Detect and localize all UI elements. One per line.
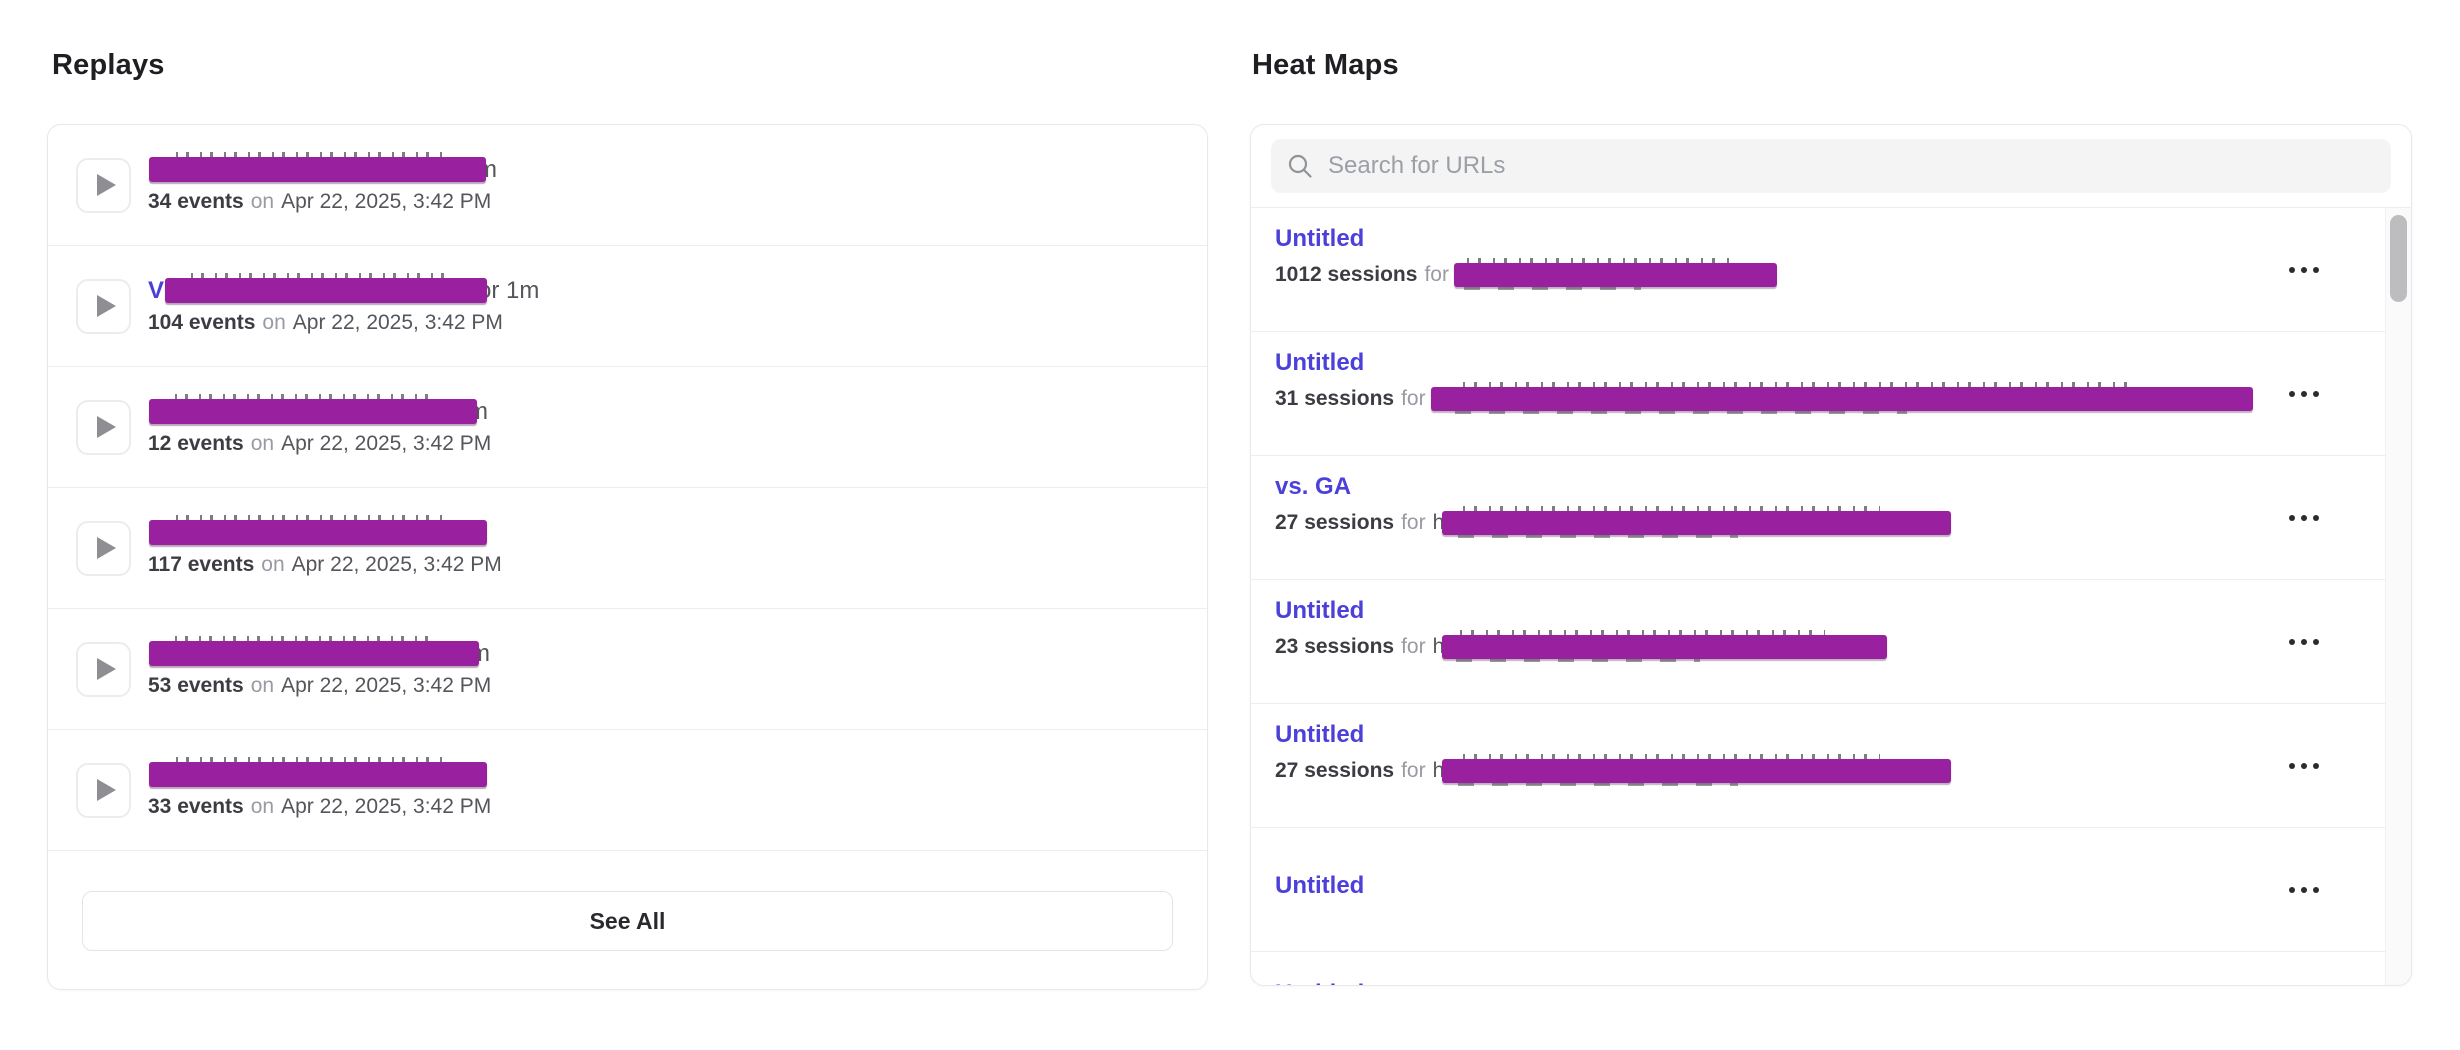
heatmaps-card: Untitled 1012 sessions for Untitled 31 s… (1250, 124, 2412, 986)
replay-events-text: 34 events on Apr 22, 2025, 3:42 PM (148, 190, 492, 213)
replay-events-text: 33 events on Apr 22, 2025, 3:42 PM (148, 795, 492, 818)
heatmap-sessions-text: 27 sessions for h (1275, 506, 2385, 538)
url-redaction-bar (1442, 630, 1888, 662)
replay-date: Apr 22, 2025, 3:42 PM (292, 311, 503, 334)
play-icon (97, 779, 116, 801)
heatmap-sessions-text: 1012 sessions for (1275, 258, 2385, 290)
replay-events-text: 53 events on Apr 22, 2025, 3:42 PM (148, 674, 492, 697)
heatmap-sessions-text: 27 sessions for h (1275, 754, 2385, 786)
replay-date: Apr 22, 2025, 3:42 PM (291, 553, 502, 576)
replay-row: m 53 events on Apr 22, 2025, 3:42 PM (48, 609, 1207, 730)
replay-name-link[interactable]: m (148, 152, 497, 183)
heatmaps-section: Heat Maps Untitled 1012 sessions for (1250, 0, 2412, 986)
url-redaction-bar (1442, 506, 1952, 538)
row-menu-button[interactable] (2279, 257, 2329, 283)
url-redaction-bar (1442, 754, 1952, 786)
row-menu-button[interactable] (2279, 381, 2329, 407)
heatmap-row: Untitled 27 sessions for h (1251, 704, 2385, 828)
play-button[interactable] (76, 399, 131, 455)
replay-name-link[interactable]: m (148, 636, 491, 667)
play-icon (97, 416, 116, 438)
replays-title: Replays (52, 49, 165, 81)
replay-events-text: 104 events on Apr 22, 2025, 3:42 PM (148, 311, 503, 334)
search-icon (1288, 154, 1312, 178)
ellipsis-icon (2289, 638, 2295, 645)
replay-date: Apr 22, 2025, 3:42 PM (281, 795, 492, 818)
ellipsis-icon (2289, 266, 2295, 273)
heatmap-row-clipped: Untitled (1251, 952, 2385, 985)
row-menu-button[interactable] (2279, 877, 2329, 903)
heatmap-title-link[interactable]: Untitled (1275, 980, 1364, 985)
replay-row: 117 events on Apr 22, 2025, 3:42 PM (48, 488, 1207, 609)
row-menu-button[interactable] (2279, 505, 2329, 531)
replay-row: V or 1m 104 events on Apr 22, 2025, 3:42… (48, 246, 1207, 367)
replays-section: Replays m 34 events on Apr 22, 2025, 3:4… (47, 0, 1208, 990)
search-input[interactable] (1326, 151, 2375, 181)
scrollbar-track[interactable] (2385, 208, 2411, 985)
play-button[interactable] (76, 762, 131, 818)
row-menu-button[interactable] (2279, 753, 2329, 779)
row-menu-button[interactable] (2279, 629, 2329, 655)
replay-name-link[interactable] (148, 515, 502, 546)
replay-date: Apr 22, 2025, 3:42 PM (281, 190, 492, 213)
heatmaps-list: Untitled 1012 sessions for Untitled 31 s… (1251, 208, 2385, 985)
replay-row: m 12 events on Apr 22, 2025, 3:42 PM (48, 367, 1207, 488)
heatmap-title-link[interactable]: Untitled (1275, 225, 1365, 252)
url-redaction-bar (1430, 382, 2253, 414)
heatmap-row: Untitled 23 sessions for h (1251, 580, 2385, 704)
redaction-bar (149, 515, 487, 545)
heatmap-title-link[interactable]: Untitled (1275, 721, 1365, 748)
heatmap-row: vs. GA 27 sessions for h (1251, 456, 2385, 580)
heatmap-sessions-text: 23 sessions for h (1275, 630, 2385, 662)
play-icon (97, 174, 116, 196)
heatmap-sessions-text: 31 sessions for (1275, 382, 2385, 414)
url-redaction-bar (1453, 258, 1777, 290)
ellipsis-icon (2289, 886, 2295, 893)
heatmap-row: Untitled 31 sessions for (1251, 332, 2385, 456)
replay-row: m 34 events on Apr 22, 2025, 3:42 PM (48, 125, 1207, 246)
play-button[interactable] (76, 278, 131, 334)
search-box[interactable] (1271, 139, 2391, 193)
heatmap-row: Untitled 1012 sessions for (1251, 208, 2385, 332)
play-button[interactable] (76, 157, 131, 213)
play-icon (97, 658, 116, 680)
play-button[interactable] (76, 520, 131, 576)
replay-events-text: 117 events on Apr 22, 2025, 3:42 PM (148, 553, 502, 576)
redaction-bar (149, 394, 477, 424)
see-all-button[interactable]: See All (82, 891, 1173, 951)
ellipsis-icon (2289, 514, 2295, 521)
replay-events-text: 12 events on Apr 22, 2025, 3:42 PM (148, 432, 492, 455)
ellipsis-icon (2289, 390, 2295, 397)
ellipsis-icon (2289, 762, 2295, 769)
heatmaps-search-header (1251, 125, 2411, 208)
redaction-bar (149, 757, 487, 787)
replays-card: m 34 events on Apr 22, 2025, 3:42 PM V o… (47, 124, 1208, 990)
redaction-bar (149, 152, 486, 182)
heatmap-title-link[interactable]: Untitled (1275, 597, 1365, 624)
play-icon (97, 537, 116, 559)
heatmap-row: Untitled (1251, 828, 2385, 952)
redaction-bar (149, 636, 479, 666)
play-icon (97, 295, 116, 317)
replay-name-link[interactable]: m (148, 394, 491, 425)
heatmap-title-link[interactable]: Untitled (1275, 872, 1365, 899)
replay-date: Apr 22, 2025, 3:42 PM (281, 674, 492, 697)
heatmap-title-link[interactable]: Untitled (1275, 349, 1365, 376)
replay-name-link[interactable] (148, 757, 491, 788)
replay-name-link[interactable]: V or 1m (148, 273, 540, 304)
scrollbar-thumb[interactable] (2390, 215, 2407, 302)
play-button[interactable] (76, 641, 131, 697)
heatmap-title-link[interactable]: vs. GA (1275, 473, 1352, 500)
heatmaps-title: Heat Maps (1252, 49, 1399, 81)
replay-row: 33 events on Apr 22, 2025, 3:42 PM (48, 730, 1207, 851)
replay-date: Apr 22, 2025, 3:42 PM (281, 432, 492, 455)
redaction-bar (165, 273, 488, 303)
